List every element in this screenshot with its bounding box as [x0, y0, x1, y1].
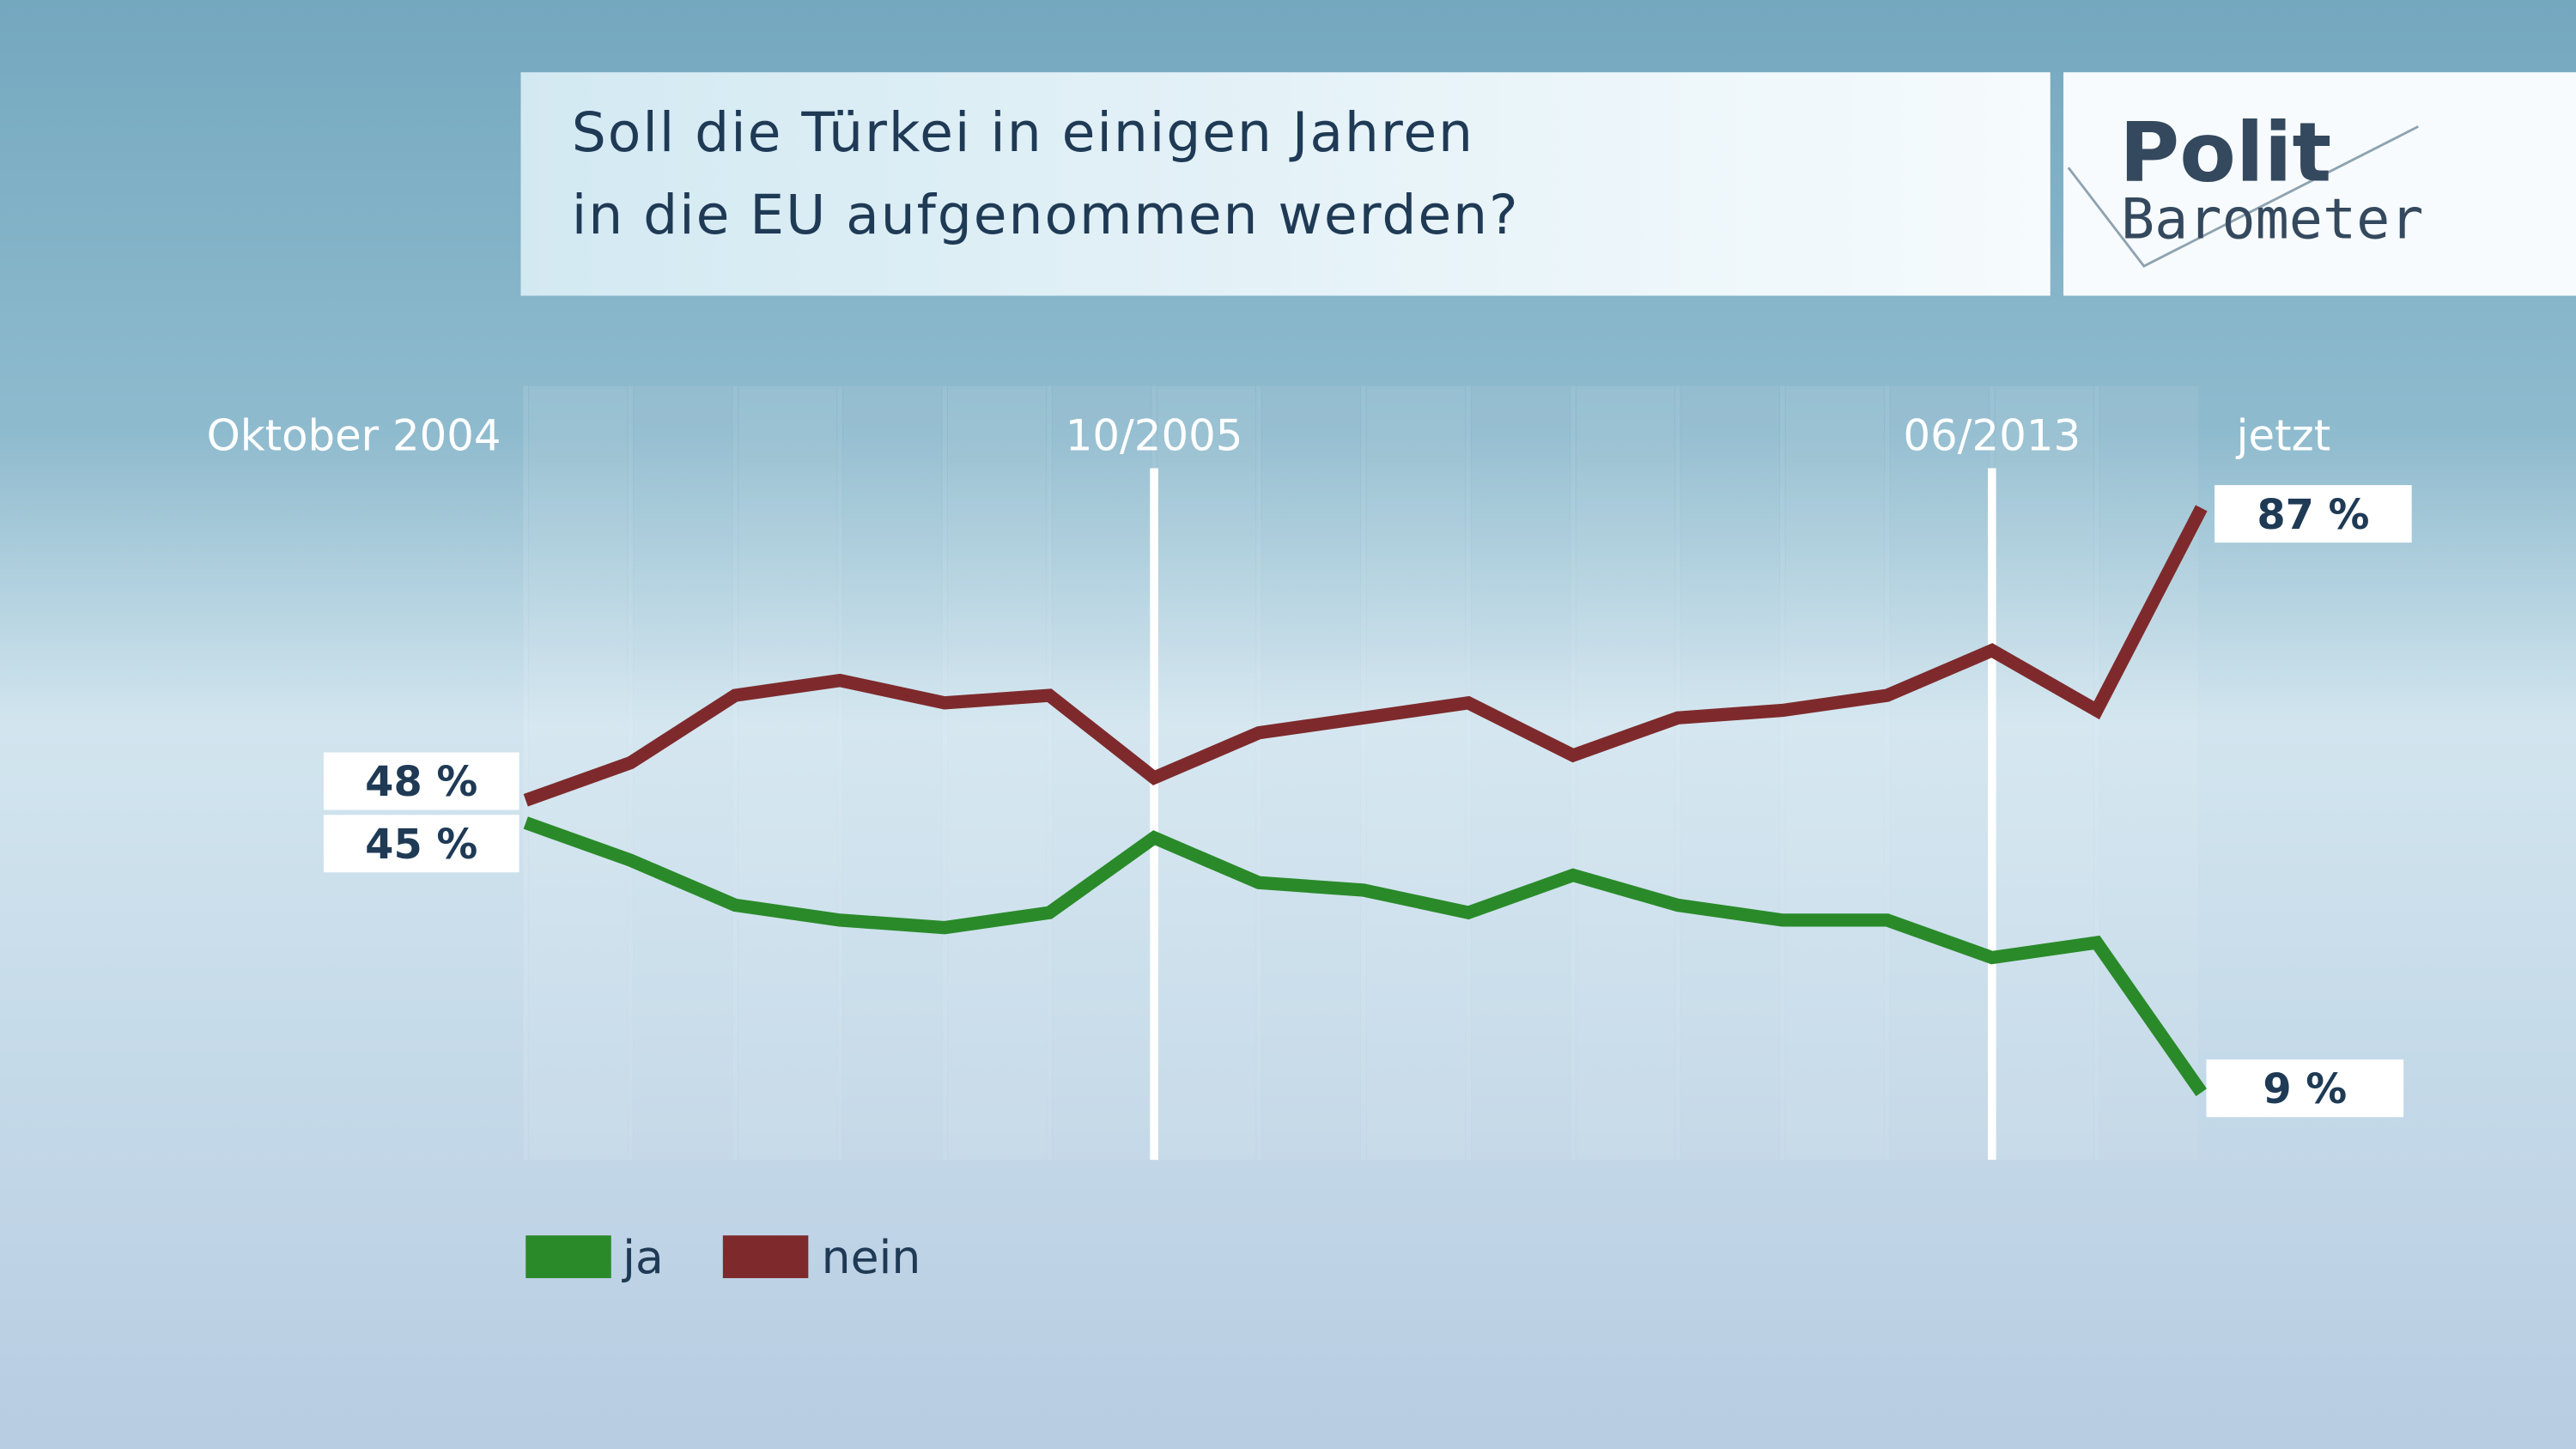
x-markers: Oktober 2004 10/2005 06/2013 jetzt [207, 410, 2331, 1161]
plot-column [1680, 385, 1780, 1161]
plot-column-divider [1884, 385, 1890, 1161]
start-label-nein-box [323, 752, 519, 810]
end-label-ja-box [2206, 1059, 2404, 1118]
plot-column [634, 385, 732, 1161]
start-label-ja-box [323, 815, 519, 873]
plot-column-divider [942, 385, 947, 1161]
title-line-2: in die EU aufgenommen werden? [572, 183, 1520, 246]
plot-column [947, 385, 1047, 1161]
plot-column-divider [732, 385, 738, 1161]
plot-column-divider [1047, 385, 1052, 1161]
plot-column-divider [628, 385, 634, 1161]
title-box: Soll die Türkei in einigen Jahren in die… [520, 72, 2050, 296]
plot-column-divider [2093, 385, 2099, 1161]
end-label-nein: 87 % [2257, 492, 2369, 539]
end-label-nein-box [2215, 485, 2412, 543]
start-label-nein: 48 % [365, 759, 477, 806]
plot-column-divider [1780, 385, 1785, 1161]
x-marker-label: 10/2005 [1066, 410, 1243, 460]
logo-checkmark-icon [2067, 125, 2419, 268]
plot-column [842, 385, 942, 1161]
plot-column [1366, 385, 1466, 1161]
plot-column-divider [1361, 385, 1366, 1161]
legend-label-ja: ja [622, 1230, 664, 1284]
plot-column [1471, 385, 1571, 1161]
plot-column-divider [837, 385, 843, 1161]
x-marker-label: jetzt [2236, 410, 2331, 460]
legend-label-nein: nein [822, 1230, 921, 1284]
plot-column [1890, 385, 1990, 1161]
x-marker-label: Oktober 2004 [207, 410, 501, 460]
plot-column-divider [1466, 385, 1471, 1161]
plot-column-divider [523, 385, 529, 1161]
plot-column-divider [1571, 385, 1576, 1161]
plot-column-divider [1675, 385, 1680, 1161]
title-line-1: Soll die Türkei in einigen Jahren [572, 100, 1474, 164]
marker-line [1150, 468, 1158, 1161]
logo: Polit Barometer [2063, 72, 2576, 296]
plot-column [1261, 385, 1361, 1161]
legend-swatch-ja [526, 1235, 611, 1278]
legend: ja nein [526, 1230, 920, 1284]
x-marker-label: 06/2013 [1904, 410, 2081, 460]
plot-column [1052, 385, 1151, 1161]
plot-column [2099, 385, 2198, 1161]
value-labels: 48 % 45 % 87 % 9 % [323, 485, 2412, 1118]
plot-column [1785, 385, 1885, 1161]
plot-column [738, 385, 837, 1161]
marker-line [1988, 468, 1996, 1161]
plot-column [1995, 385, 2093, 1161]
end-label-ja: 9 % [2263, 1066, 2347, 1113]
logo-barometer: Barometer [2121, 187, 2423, 252]
logo-polit: Polit [2119, 105, 2331, 201]
legend-swatch-nein [722, 1235, 809, 1278]
series-lines [523, 505, 2208, 1097]
start-label-ja: 45 % [365, 822, 477, 869]
plot-column [1576, 385, 1675, 1161]
plot-column-divider [1256, 385, 1261, 1161]
